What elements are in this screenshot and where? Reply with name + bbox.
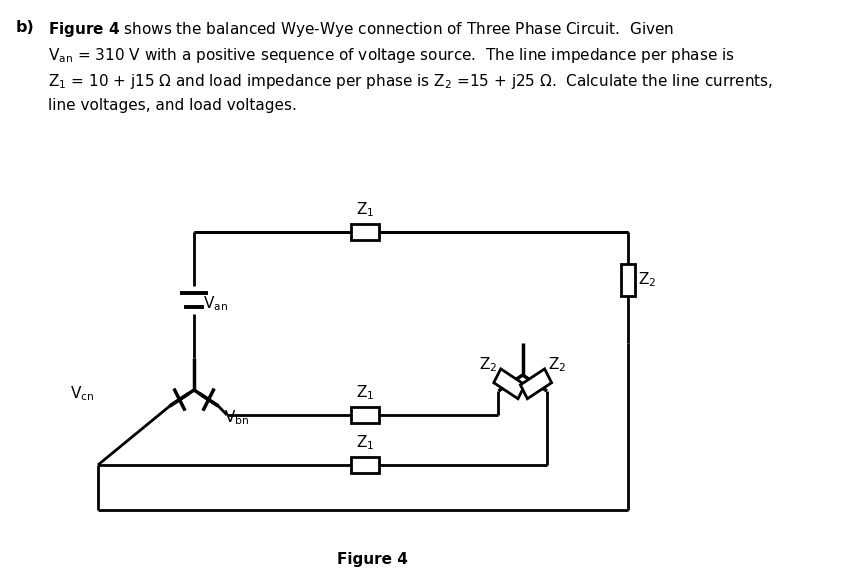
Bar bbox=[521, 369, 551, 399]
Text: V$_{\mathregular{cn}}$: V$_{\mathregular{cn}}$ bbox=[70, 385, 95, 403]
Text: V$_{\mathregular{an}}$ = 310 V with a positive sequence of voltage source.  The : V$_{\mathregular{an}}$ = 310 V with a po… bbox=[48, 46, 735, 65]
Bar bbox=[351, 224, 379, 240]
Bar bbox=[351, 407, 379, 423]
Text: $\mathbf{Figure\ 4}$ shows the balanced Wye-Wye connection of Three Phase Circui: $\mathbf{Figure\ 4}$ shows the balanced … bbox=[48, 20, 674, 39]
Text: V$_{\mathregular{bn}}$: V$_{\mathregular{bn}}$ bbox=[223, 408, 249, 427]
Bar bbox=[620, 264, 635, 296]
Bar bbox=[494, 369, 525, 399]
Text: Z$_{\mathregular{1}}$: Z$_{\mathregular{1}}$ bbox=[356, 433, 375, 452]
Text: Z$_{\mathregular{2}}$: Z$_{\mathregular{2}}$ bbox=[548, 355, 567, 374]
Text: Z$_{\mathregular{1}}$ = 10 + j15 $\Omega$ and load impedance per phase is Z$_{\m: Z$_{\mathregular{1}}$ = 10 + j15 $\Omega… bbox=[48, 72, 773, 91]
Text: Z$_{\mathregular{2}}$: Z$_{\mathregular{2}}$ bbox=[638, 271, 656, 289]
Text: Z$_{\mathregular{1}}$: Z$_{\mathregular{1}}$ bbox=[356, 201, 375, 219]
Text: Figure 4: Figure 4 bbox=[337, 552, 408, 567]
Bar bbox=[351, 457, 379, 473]
Text: line voltages, and load voltages.: line voltages, and load voltages. bbox=[48, 98, 297, 113]
Text: b): b) bbox=[15, 20, 34, 35]
Text: V$_{\mathregular{an}}$: V$_{\mathregular{an}}$ bbox=[203, 294, 227, 313]
Text: Z$_{\mathregular{1}}$: Z$_{\mathregular{1}}$ bbox=[356, 383, 375, 402]
Text: Z$_{\mathregular{2}}$: Z$_{\mathregular{2}}$ bbox=[479, 355, 497, 374]
